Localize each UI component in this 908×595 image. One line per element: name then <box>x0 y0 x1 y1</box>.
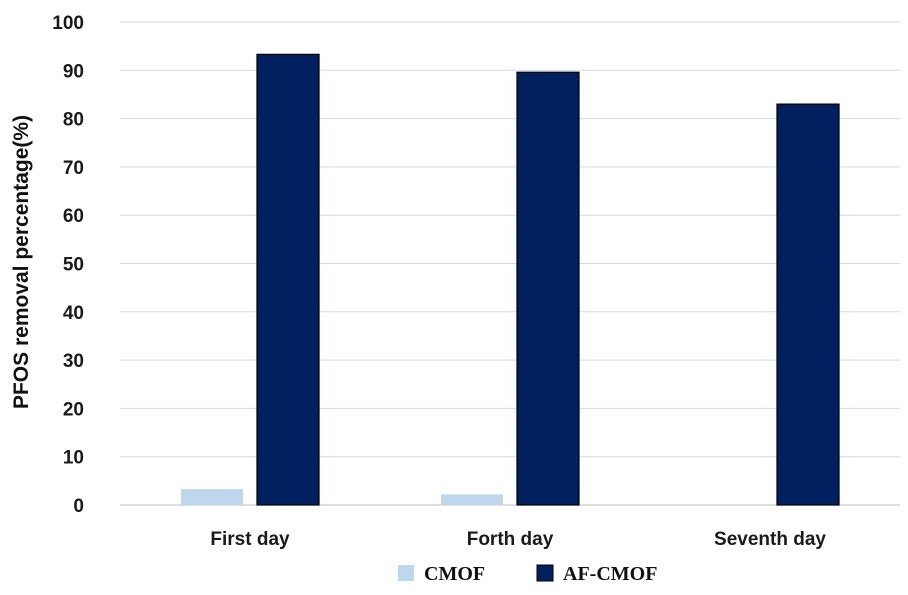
y-axis-ticks: 0 10 20 30 40 50 60 70 80 90 100 <box>52 13 84 517</box>
y-tick-label: 70 <box>63 158 84 179</box>
y-tick-label: 100 <box>52 13 84 34</box>
y-tick-label: 40 <box>63 303 84 324</box>
bars <box>181 53 840 506</box>
bar-cmof-0 <box>181 489 243 505</box>
y-tick-label: 50 <box>63 255 84 276</box>
x-tick-label: Seventh day <box>714 529 826 550</box>
y-axis-label: PFOS removal percentage(%) <box>10 115 33 409</box>
y-tick-label: 90 <box>63 61 84 82</box>
y-tick-label: 20 <box>63 399 84 420</box>
y-tick-label: 30 <box>63 351 84 372</box>
bar-af-cmof-1 <box>516 71 580 506</box>
x-tick-label: Forth day <box>467 529 554 550</box>
y-tick-label: 60 <box>63 206 84 227</box>
x-tick-label: First day <box>210 529 290 550</box>
bar-af-cmof-0 <box>256 53 320 506</box>
legend-label-cmof: CMOF <box>424 563 485 585</box>
gridlines <box>120 21 900 506</box>
x-axis-ticks: First day Forth day Seventh day <box>210 529 826 550</box>
y-tick-label: 80 <box>63 110 84 131</box>
legend-swatch-af-cmof <box>536 564 554 582</box>
legend: CMOF AF-CMOF <box>398 563 657 585</box>
legend-label-af-cmof: AF-CMOF <box>563 563 657 585</box>
bar-cmof-1 <box>441 494 503 505</box>
legend-swatch-cmof <box>398 565 414 581</box>
bar-af-cmof-2 <box>776 103 840 506</box>
y-tick-label: 10 <box>63 448 84 469</box>
y-tick-label: 0 <box>73 496 84 517</box>
